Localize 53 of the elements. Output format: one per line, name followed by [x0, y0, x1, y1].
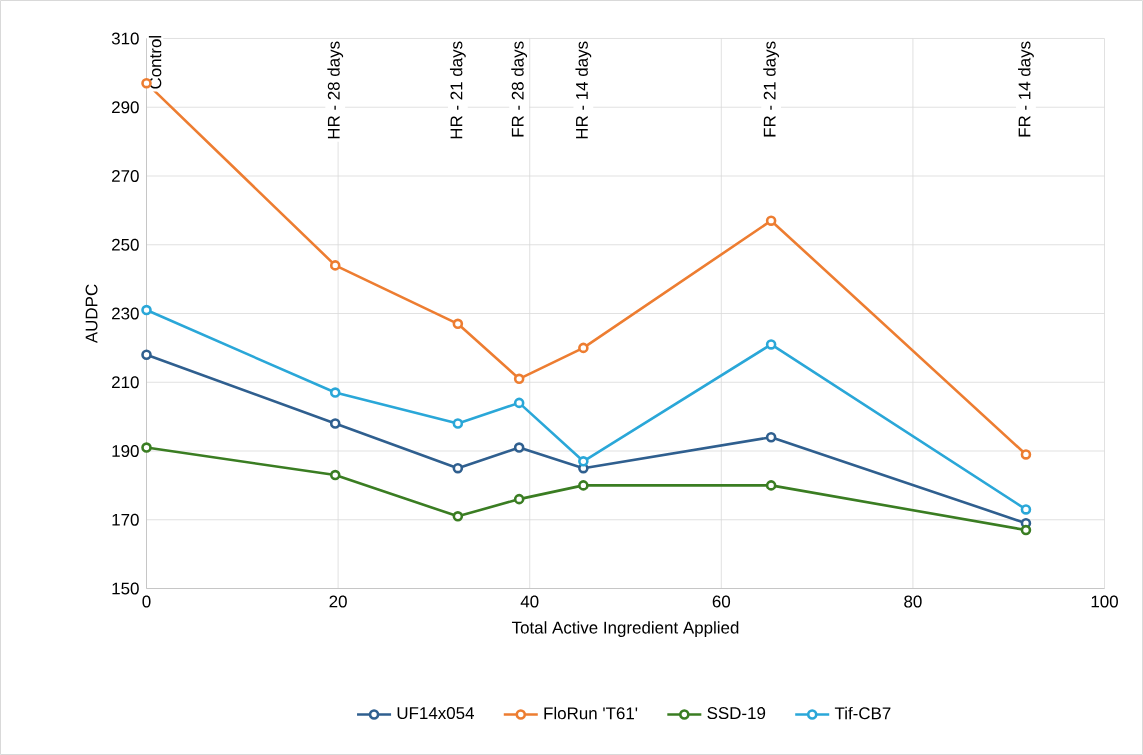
point [1020, 504, 1032, 515]
y-tick-label: 230 [112, 307, 139, 320]
y-tick-label: 170 [112, 513, 139, 526]
y-tick-label: 290 [112, 101, 139, 114]
y-tick-label: 190 [112, 445, 139, 457]
point [578, 342, 589, 354]
point [329, 387, 341, 398]
y-tick-label: 210 [112, 376, 139, 389]
x-tick-label: 0 [142, 595, 151, 608]
point [1020, 524, 1032, 536]
x-tick-label: 100 [1091, 595, 1118, 608]
point [765, 215, 777, 226]
point [513, 373, 525, 385]
point [578, 480, 589, 491]
point [513, 442, 525, 453]
point [765, 480, 777, 491]
y-tick-label: 310 [111, 32, 139, 45]
point [578, 456, 589, 467]
legend-label: SSD-19 [707, 707, 766, 720]
point [765, 339, 777, 350]
annotation: HR - 14 days [575, 41, 592, 139]
point [452, 511, 464, 522]
x-tick-label: 80 [904, 595, 922, 608]
legend-label: Tif-CB7 [834, 706, 891, 720]
point [513, 397, 525, 409]
point [329, 260, 341, 271]
y-tick-label: 150 [112, 582, 139, 595]
annotation: FR - 28 days [511, 41, 528, 137]
point [141, 304, 152, 316]
x-tick-label: 20 [329, 595, 347, 608]
point [452, 418, 464, 429]
y-axis-title: AUDPC [85, 284, 98, 344]
x-tick-label: 40 [520, 595, 539, 608]
y-tick-label: 270 [112, 170, 139, 182]
point [141, 349, 152, 361]
annotation: FR - 21 days [763, 41, 779, 137]
point [329, 418, 341, 429]
annotation: HR - 28 days [327, 41, 344, 139]
legend-label: FloRun 'T61' [544, 706, 638, 720]
point [452, 318, 464, 330]
x-tick-label: 60 [712, 595, 731, 608]
annotation: Control [148, 36, 162, 89]
x-axis-title: Total Active Ingredient Applied [511, 621, 739, 637]
annotation: HR - 21 days [449, 41, 466, 139]
point [329, 469, 341, 481]
legend-label: UF14x054 [397, 707, 474, 720]
point [141, 442, 152, 453]
point [765, 431, 777, 443]
y-tick-label: 250 [112, 238, 139, 251]
point [1020, 449, 1032, 460]
annotation: FR - 14 days [1018, 41, 1034, 137]
point [513, 493, 525, 505]
point [452, 462, 464, 474]
